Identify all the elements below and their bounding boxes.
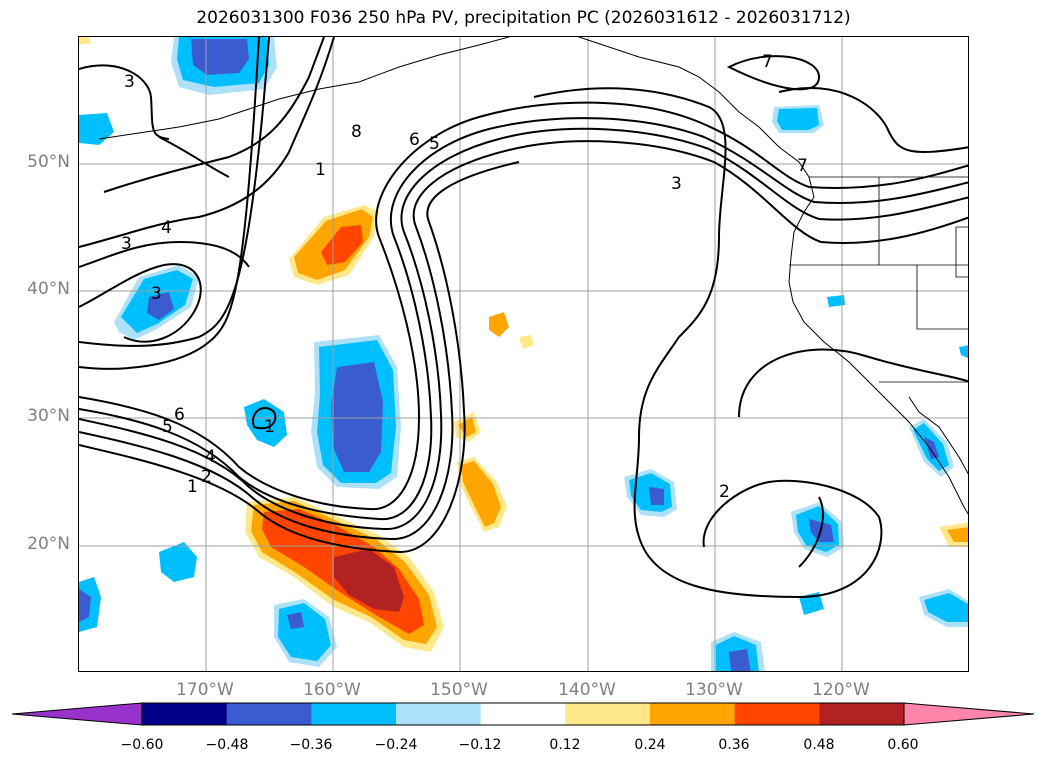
contour-label: 5 <box>429 134 440 154</box>
lon-label-120w: 120°W <box>812 680 870 700</box>
lon-label-150w: 150°W <box>430 680 488 700</box>
lon-label-160w: 160°W <box>303 680 361 700</box>
colorbar-tick: −0.48 <box>205 737 249 753</box>
lat-label-50n: 50°N <box>27 152 70 172</box>
lat-label-40n: 40°N <box>27 279 70 299</box>
contour-label: 5 <box>162 417 173 437</box>
contour-label: 2 <box>719 482 730 502</box>
colorbar-swatch <box>226 703 312 725</box>
lat-label-20n: 20°N <box>27 534 70 554</box>
colorbar-swatch <box>311 703 397 725</box>
colorbar-swatch <box>650 703 736 725</box>
contour-label: 1 <box>187 477 198 497</box>
map-panel: 3 8 6 5 1 4 3 3 6 5 4 2 1 1 3 7 7 2 <box>78 36 969 672</box>
contour-label: 4 <box>161 218 172 238</box>
map-title: 2026031300 F036 250 hPa PV, precipitatio… <box>196 8 851 28</box>
contour-label: 4 <box>205 447 216 467</box>
contour-label: 3 <box>671 174 682 194</box>
precip-shading <box>79 37 968 671</box>
colorbar-tick: 0.48 <box>803 737 835 753</box>
lat-label-30n: 30°N <box>27 406 70 426</box>
contour-labels: 3 8 6 5 1 4 3 3 6 5 4 2 1 1 3 7 7 2 <box>121 52 808 502</box>
colorbar-swatch <box>565 703 651 725</box>
colorbar <box>11 702 1035 726</box>
colorbar-extend-low <box>11 702 143 726</box>
colorbar-swatch <box>819 703 905 725</box>
colorbar-tick: −0.36 <box>289 737 333 753</box>
colorbar-swatch <box>480 703 566 725</box>
contour-label: 7 <box>797 156 808 176</box>
contour-label: 3 <box>151 284 162 304</box>
map-svg: 3 8 6 5 1 4 3 3 6 5 4 2 1 1 3 7 7 2 <box>79 37 968 671</box>
colorbar-tick: −0.12 <box>458 737 502 753</box>
colorbar-swatch <box>142 703 228 725</box>
colorbar-extend-high <box>903 702 1035 726</box>
coastlines <box>98 37 968 515</box>
lon-label-170w: 170°W <box>176 680 234 700</box>
colorbar-tick: 0.24 <box>634 737 666 753</box>
colorbar-tick: 0.36 <box>718 737 750 753</box>
lon-label-140w: 140°W <box>558 680 616 700</box>
contour-label: 8 <box>351 122 362 142</box>
lon-label-130w: 130°W <box>685 680 743 700</box>
contour-label: 3 <box>121 234 132 254</box>
graticule <box>79 37 968 671</box>
contour-label: 6 <box>174 405 185 425</box>
colorbar-tick: 0.12 <box>549 737 581 753</box>
contour-label: 2 <box>201 467 212 487</box>
contour-label: 6 <box>409 130 420 150</box>
colorbar-tick: −0.60 <box>120 737 164 753</box>
colorbar-tick: −0.24 <box>374 737 418 753</box>
contour-label: 1 <box>264 417 275 437</box>
contour-label: 3 <box>124 72 135 92</box>
contour-label: 7 <box>762 52 773 72</box>
pv-contours <box>79 37 968 599</box>
colorbar-swatch <box>734 703 820 725</box>
colorbar-swatch <box>396 703 482 725</box>
colorbar-tick: 0.60 <box>887 737 919 753</box>
contour-label: 1 <box>315 160 326 180</box>
